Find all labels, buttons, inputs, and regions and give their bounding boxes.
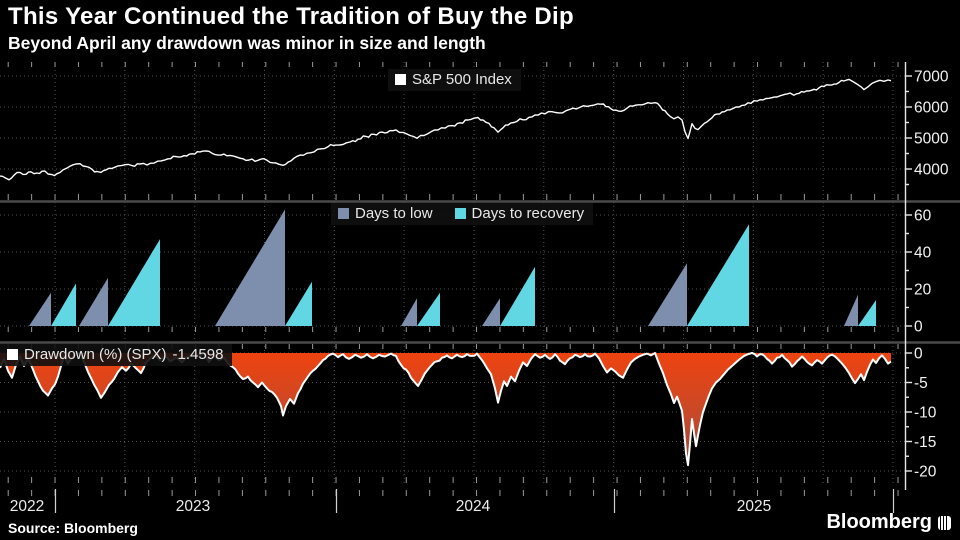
days-to-recovery-label: Days to recovery xyxy=(471,205,585,222)
bloomberg-logo-text: Bloomberg xyxy=(826,511,932,533)
days-to-recovery-triangle xyxy=(51,283,76,326)
bloomberg-logo: Bloomberg xyxy=(826,511,951,534)
y-tick-label: 0 xyxy=(914,346,923,363)
legend-days: Days to low Days to recovery xyxy=(331,203,594,225)
days-to-recovery-triangle xyxy=(417,292,440,326)
legend-days-to-recovery: Days to recovery xyxy=(454,205,585,222)
drawdown-last-value: -1.4598 xyxy=(172,346,224,363)
days-to-low-marker-icon xyxy=(338,208,349,219)
y-tick-label: 6000 xyxy=(914,100,949,117)
days-to-recovery-triangle xyxy=(687,224,749,326)
days-to-recovery-triangle xyxy=(858,300,876,326)
drawdown-area xyxy=(0,353,891,466)
days-to-recovery-triangle xyxy=(500,266,535,326)
x-year-label: 2023 xyxy=(176,498,210,515)
days-to-low-triangle xyxy=(401,298,417,326)
y-tick-label: 60 xyxy=(914,208,932,225)
days-to-low-triangle xyxy=(482,298,500,326)
bloomberg-mark-icon xyxy=(938,515,951,530)
legend-days-to-low: Days to low xyxy=(338,205,433,222)
sp500-legend-marker-icon xyxy=(395,74,406,85)
y-tick-label: 4000 xyxy=(914,162,949,179)
x-year-label: 2025 xyxy=(737,498,771,515)
days-to-low-triangle xyxy=(215,209,285,326)
y-tick-label: 40 xyxy=(914,245,932,262)
sp500-legend-label: S&P 500 Index xyxy=(412,71,512,88)
days-to-low-triangle xyxy=(648,263,687,326)
y-tick-label: 0 xyxy=(914,319,923,336)
y-tick-label: 5000 xyxy=(914,131,949,148)
drawdown-legend-marker-icon xyxy=(7,349,18,360)
days-to-low-label: Days to low xyxy=(355,205,433,222)
chart-subtitle: Beyond April any drawdown was minor in s… xyxy=(8,33,486,53)
days-to-recovery-triangle xyxy=(285,281,312,326)
y-tick-label: 7000 xyxy=(914,69,949,86)
legend-sp500: S&P 500 Index xyxy=(388,69,521,91)
drawdown-legend-label: Drawdown (%) (SPX) xyxy=(24,346,167,363)
y-tick-label: -5 xyxy=(914,375,928,392)
sp500-line xyxy=(0,78,892,181)
days-to-low-triangle xyxy=(29,292,51,326)
chart-title: This Year Continued the Tradition of Buy… xyxy=(8,3,574,30)
days-to-recovery-marker-icon xyxy=(454,208,466,219)
y-tick-label: -20 xyxy=(914,464,937,481)
y-tick-label: -15 xyxy=(914,434,936,451)
drawdown-line xyxy=(0,352,892,467)
source-label: Source: Bloomberg xyxy=(8,520,138,536)
days-to-recovery-triangle xyxy=(108,239,160,326)
x-year-label: 2022 xyxy=(10,498,44,515)
y-tick-label: -10 xyxy=(914,405,937,422)
legend-drawdown: Drawdown (%) (SPX) -1.4598 xyxy=(0,344,233,366)
y-tick-label: 20 xyxy=(914,282,932,299)
days-to-low-triangle xyxy=(79,277,108,326)
days-to-low-triangle xyxy=(844,294,858,326)
x-year-label: 2024 xyxy=(456,498,491,515)
